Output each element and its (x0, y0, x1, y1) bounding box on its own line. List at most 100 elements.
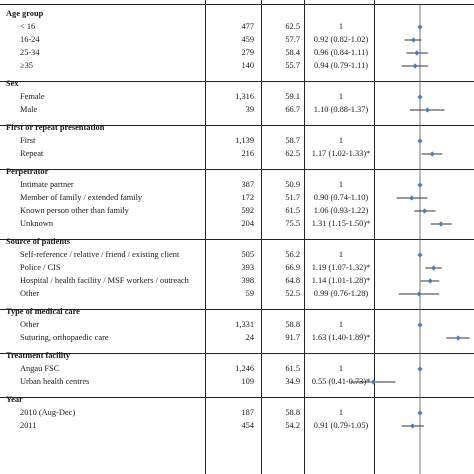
table-row: Unknown 204 75.5 1.31 (1.15-1.50)* (0, 218, 474, 230)
section-header-row: Sex (0, 78, 474, 90)
count-cell: 1,331 (235, 320, 254, 329)
section-header-row: Age group (0, 8, 474, 20)
row-label: 25-34 (20, 48, 40, 57)
table-row: Other 59 52.5 0.99 (0.76-1.28) (0, 288, 474, 300)
section-divider (0, 169, 474, 170)
row-label: Unknown (20, 219, 54, 228)
table-row: < 16 477 62.5 1 (0, 21, 474, 33)
table-row: 16-24 459 57.7 0.92 (0.82-1.02) (0, 34, 474, 46)
count-cell: 393 (241, 263, 254, 272)
odds-ratio-cell: 1 (338, 320, 344, 329)
count-cell: 109 (241, 377, 254, 386)
percent-cell: 66.7 (285, 105, 300, 114)
count-cell: 172 (241, 193, 254, 202)
percent-cell: 59.1 (285, 92, 300, 101)
odds-ratio-cell: 1 (338, 250, 344, 259)
section-title: Type of medical care (6, 307, 80, 316)
odds-ratio-cell: 0.99 (0.76-1.28) (313, 289, 369, 298)
odds-ratio-cell: 0.92 (0.82-1.02) (313, 35, 369, 44)
count-cell: 140 (241, 61, 254, 70)
table-row: 2011 454 54.2 0.91 (0.79-1.05) (0, 420, 474, 432)
row-label: Urban health centres (20, 377, 90, 386)
row-label: Female (20, 92, 45, 101)
row-label: Angau FSC (20, 364, 60, 373)
table-row: First 1,139 58.7 1 (0, 135, 474, 147)
table-row: Angau FSC 1,246 61.5 1 (0, 363, 474, 375)
section-divider (0, 239, 474, 240)
section-header-row: Perpetrator (0, 166, 474, 178)
count-cell: 24 (245, 333, 254, 342)
row-label: Known person other than family (20, 206, 129, 215)
row-label: Suturing, orthopaedic care (20, 333, 109, 342)
table-row: Self-reference / relative / friend / exi… (0, 249, 474, 261)
section-header-row: First or repeat presentation (0, 122, 474, 134)
table-row: Police / CIS 393 66.9 1.19 (1.07-1.32)* (0, 262, 474, 274)
percent-cell: 61.5 (285, 364, 300, 373)
table-row: Female 1,316 59.1 1 (0, 91, 474, 103)
odds-ratio-cell: 1.06 (0.93-1.22) (313, 206, 369, 215)
percent-cell: 51.7 (285, 193, 300, 202)
row-label: Other (20, 289, 40, 298)
odds-ratio-cell: 0.94 (0.79-1.11) (313, 61, 369, 70)
section-divider (0, 81, 474, 82)
odds-ratio-cell: 1.63 (1.40-1.89)* (311, 333, 371, 342)
section-title: Treatment facility (6, 351, 71, 360)
row-label: < 16 (20, 22, 36, 31)
column-divider-forest (374, 0, 375, 474)
count-cell: 1,316 (235, 92, 254, 101)
percent-cell: 62.5 (285, 149, 300, 158)
percent-cell: 55.7 (285, 61, 300, 70)
row-label: Repeat (20, 149, 44, 158)
percent-cell: 66.9 (285, 263, 300, 272)
column-divider-pct (261, 0, 262, 474)
odds-ratio-cell: 1 (338, 92, 344, 101)
percent-cell: 56.2 (285, 250, 300, 259)
percent-cell: 52.5 (285, 289, 300, 298)
odds-ratio-cell: 1.31 (1.15-1.50)* (311, 219, 371, 228)
table-row: 2010 (Aug-Dec) 187 58.8 1 (0, 407, 474, 419)
count-cell: 216 (241, 149, 254, 158)
section-title: Year (6, 395, 23, 404)
odds-ratio-cell: 1 (338, 408, 344, 417)
count-cell: 398 (241, 276, 254, 285)
count-cell: 477 (241, 22, 254, 31)
odds-ratio-cell: 1.14 (1.01-1.28)* (311, 276, 371, 285)
section-header-row: Type of medical care (0, 306, 474, 318)
row-label: First (20, 136, 36, 145)
row-label: ≥35 (20, 61, 33, 70)
table-row: Hospital / health facility / MSF workers… (0, 275, 474, 287)
odds-ratio-cell: 0.55 (0.41-0.73)* (311, 377, 371, 386)
count-cell: 187 (241, 408, 254, 417)
odds-ratio-cell: 0.90 (0.74-1.10) (313, 193, 369, 202)
count-cell: 1,139 (235, 136, 254, 145)
section-title: Sex (6, 79, 19, 88)
row-label: Police / CIS (20, 263, 61, 272)
odds-ratio-cell: 1 (338, 22, 344, 31)
percent-cell: 64.8 (285, 276, 300, 285)
column-divider-n (205, 0, 206, 474)
odds-ratio-cell: 1 (338, 180, 344, 189)
count-cell: 454 (241, 421, 254, 430)
section-divider (0, 353, 474, 354)
table-row: Member of family / extended family 172 51.… (0, 192, 474, 204)
count-cell: 459 (241, 35, 254, 44)
section-title: Age group (6, 9, 44, 18)
header-divider (0, 4, 474, 5)
section-title: First or repeat presentation (6, 123, 105, 132)
count-cell: 59 (245, 289, 254, 298)
percent-cell: 91.7 (285, 333, 300, 342)
count-cell: 1,246 (235, 364, 254, 373)
table-row: Suturing, orthopaedic care 24 91.7 1.63 (1.… (0, 332, 474, 344)
row-label: 2010 (Aug-Dec) (20, 408, 76, 417)
count-cell: 592 (241, 206, 254, 215)
table-row: Known person other than family 592 61.5 1.0… (0, 205, 474, 217)
count-cell: 387 (241, 180, 254, 189)
percent-cell: 50.9 (285, 180, 300, 189)
odds-ratio-cell: 0.91 (0.79-1.05) (313, 421, 369, 430)
percent-cell: 62.5 (285, 22, 300, 31)
section-header-row: Source of patients (0, 236, 474, 248)
odds-ratio-cell: 1 (338, 136, 344, 145)
percent-cell: 34.9 (285, 377, 300, 386)
row-label: Other (20, 320, 40, 329)
